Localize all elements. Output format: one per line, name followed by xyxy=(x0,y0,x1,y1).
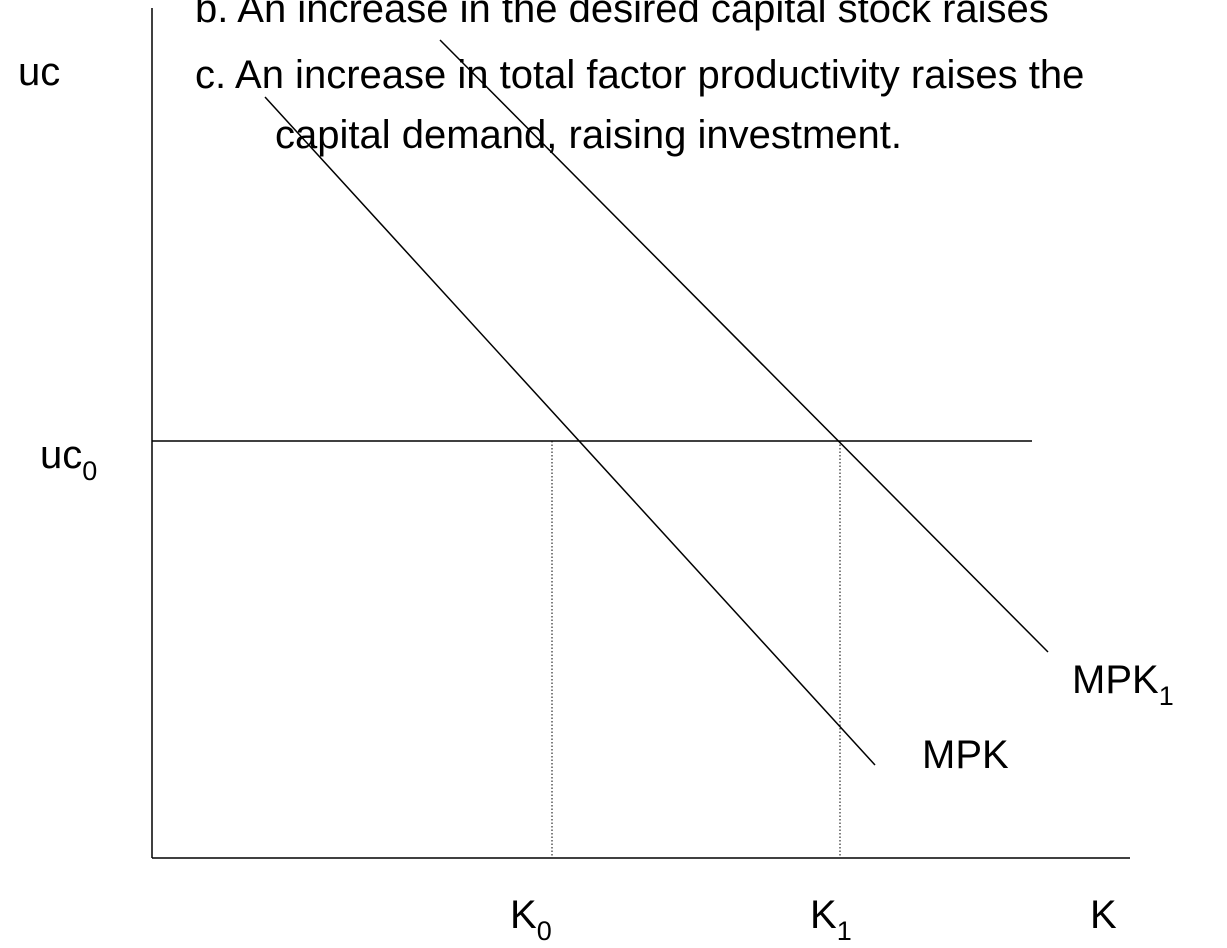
label-base: MPK xyxy=(1072,658,1159,702)
bullet-b: b. An increase in the desired capital st… xyxy=(195,0,1049,31)
label-sub: 0 xyxy=(82,456,97,486)
label-sub: 1 xyxy=(837,916,852,946)
mpk-curve xyxy=(264,96,876,766)
y-axis-label: uc xyxy=(18,50,60,94)
mpk1-curve xyxy=(439,39,1049,653)
label-base: uc xyxy=(40,433,82,477)
label-sub: 0 xyxy=(537,916,552,946)
x-axis-label: K xyxy=(1090,893,1117,937)
label-sub: 1 xyxy=(1159,681,1174,711)
k0-label: K0 xyxy=(510,893,552,946)
mpk-label: MPK xyxy=(922,733,1009,777)
mpk1-label: MPK1 xyxy=(1072,658,1174,711)
bullet-c-continued: capital demand, raising investment. xyxy=(275,113,902,157)
label-base: K xyxy=(510,893,537,937)
uc0-label: uc0 xyxy=(40,433,97,486)
label-base: K xyxy=(810,893,837,937)
k1-label: K1 xyxy=(810,893,852,946)
bullet-c: c. An increase in total factor productiv… xyxy=(195,53,1084,97)
